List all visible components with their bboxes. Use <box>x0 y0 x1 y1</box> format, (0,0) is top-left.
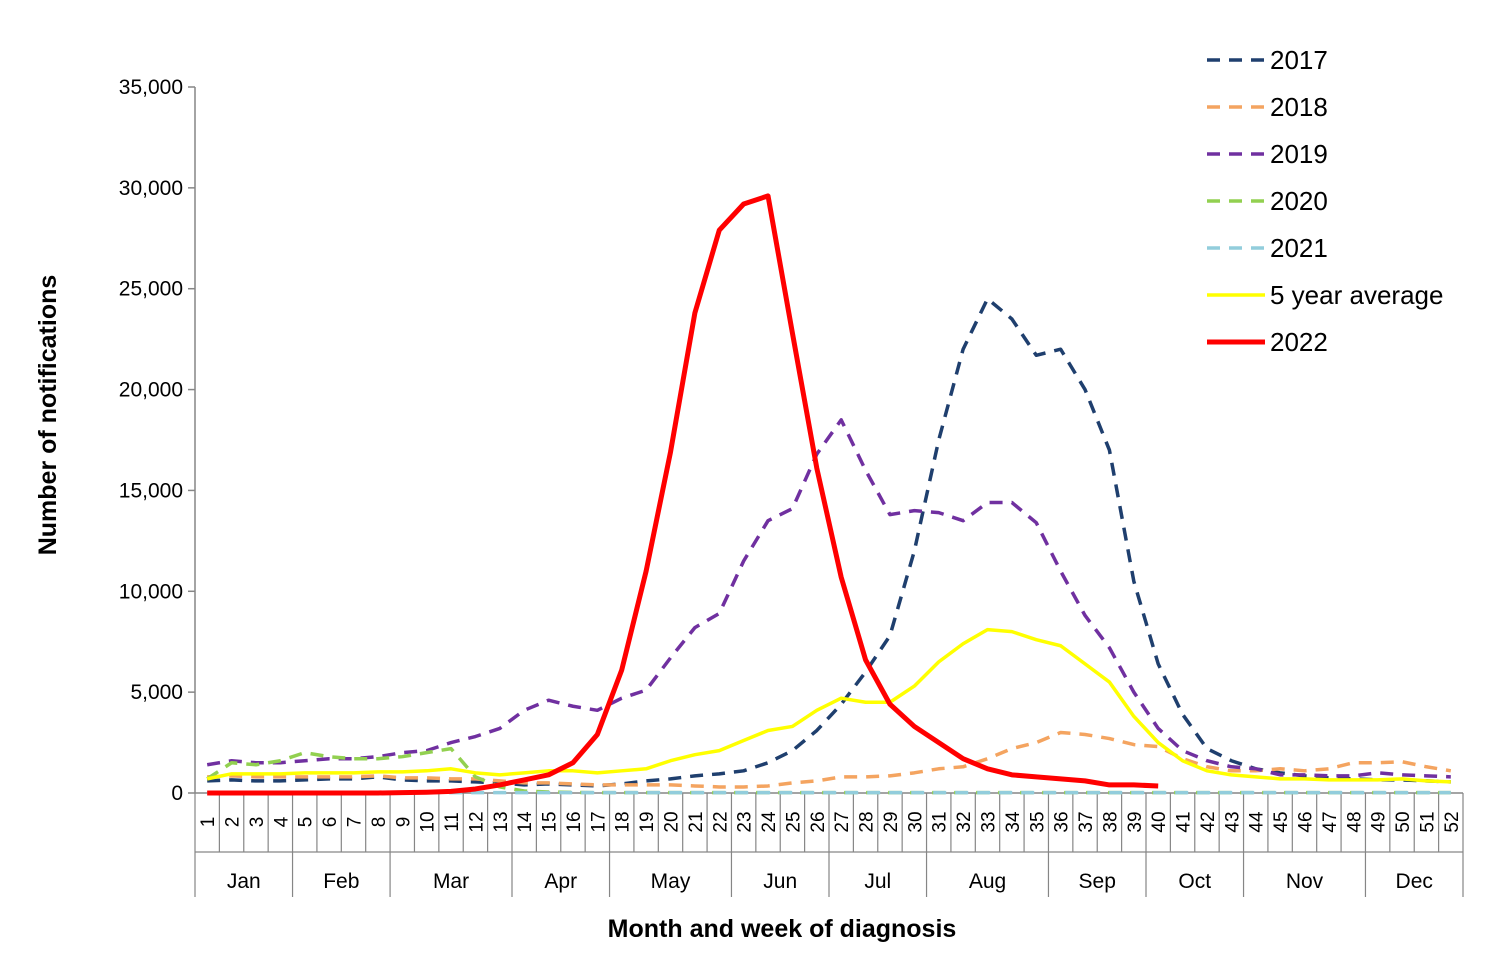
week-label: 42 <box>1198 811 1219 832</box>
y-tick-label: 35,000 <box>119 76 183 99</box>
series-line-2018 <box>207 730 1452 789</box>
week-label: 49 <box>1369 811 1390 832</box>
month-label: Dec <box>1396 870 1433 893</box>
week-label: 16 <box>564 811 585 832</box>
week-label: 7 <box>345 817 366 828</box>
week-label: 4 <box>271 816 292 827</box>
legend-label: 2017 <box>1270 45 1328 75</box>
series-line-5-year-average <box>206 627 1451 784</box>
month-label: Mar <box>433 870 469 893</box>
legend-label: 2019 <box>1270 139 1328 169</box>
month-label: Jul <box>864 870 891 893</box>
week-label: 19 <box>637 811 658 832</box>
week-label: 2 <box>223 817 244 828</box>
week-label: 21 <box>686 811 707 832</box>
y-tick-label: 15,000 <box>119 479 183 502</box>
week-label: 14 <box>515 811 536 833</box>
series-line-2017 <box>207 297 1451 788</box>
legend-label: 2022 <box>1270 327 1328 357</box>
week-label: 29 <box>881 811 902 832</box>
week-label: 8 <box>369 817 390 828</box>
week-label: 13 <box>491 811 512 832</box>
week-label: 44 <box>1247 811 1268 833</box>
series-layer <box>206 193 1452 796</box>
x-axis: 1 2 3 4 5 6 7 8 9 10 11 12 13 14 15 16 17 18 19 20 21 22 23 24 2… <box>194 792 1464 897</box>
week-label: 37 <box>1076 811 1097 832</box>
week-label: 45 <box>1271 811 1292 832</box>
week-label: 10 <box>418 811 439 832</box>
week-label: 18 <box>613 811 634 832</box>
week-label: 26 <box>808 811 829 832</box>
series-line-2022 <box>207 193 1159 796</box>
y-tick-label: 5,000 <box>130 681 183 704</box>
month-label: Apr <box>544 870 577 893</box>
week-label: 30 <box>905 811 926 832</box>
y-tick-label: 20,000 <box>119 379 183 402</box>
month-label: May <box>651 870 691 893</box>
week-label: 48 <box>1344 811 1365 832</box>
y-axis: 0 5,000 10,000 15,000 20,000 25,000 30,000 35,0… <box>119 76 196 805</box>
legend-label: 5 year average <box>1270 280 1443 310</box>
week-label: 34 <box>1003 811 1024 833</box>
x-axis-title: Month and week of diagnosis <box>608 915 957 943</box>
week-label: 25 <box>783 811 804 832</box>
week-label: 27 <box>832 811 853 832</box>
week-label: 15 <box>540 811 561 832</box>
month-label: Aug <box>969 870 1006 893</box>
week-label: 22 <box>710 811 731 832</box>
legend-label: 2020 <box>1270 186 1328 216</box>
week-label: 33 <box>979 811 1000 832</box>
week-label: 40 <box>1149 811 1170 832</box>
week-label: 43 <box>1222 811 1243 832</box>
y-tick-label: 25,000 <box>119 278 183 301</box>
week-label: 51 <box>1417 811 1438 832</box>
week-label: 6 <box>320 817 341 828</box>
y-tick-label: 10,000 <box>119 580 183 603</box>
week-label: 35 <box>1027 811 1048 832</box>
week-label: 20 <box>662 811 683 832</box>
week-label: 3 <box>247 817 268 828</box>
week-label: 36 <box>1052 811 1073 832</box>
week-label: 41 <box>1174 811 1195 832</box>
week-label: 9 <box>393 817 414 828</box>
y-tick-label: 30,000 <box>119 177 183 200</box>
month-label: Jan <box>227 870 261 893</box>
week-label: 46 <box>1296 811 1317 832</box>
week-label: 11 <box>442 812 463 832</box>
y-axis-title: Number of notifications <box>34 275 62 556</box>
week-label: 23 <box>735 811 756 832</box>
month-label: Nov <box>1286 870 1324 893</box>
legend-label: 2018 <box>1270 92 1328 122</box>
month-label: Jun <box>763 870 797 893</box>
month-label: Feb <box>323 870 359 893</box>
week-label: 38 <box>1100 811 1121 832</box>
week-label: 39 <box>1125 811 1146 832</box>
week-label: 50 <box>1393 811 1414 832</box>
week-label: 1 <box>198 817 219 828</box>
month-label: Oct <box>1178 870 1211 893</box>
week-label: 32 <box>954 811 975 832</box>
month-label: Sep <box>1079 870 1116 893</box>
week-label: 12 <box>466 811 487 832</box>
y-tick-label: 0 <box>171 782 183 805</box>
week-label: 31 <box>930 811 951 832</box>
week-label: 28 <box>857 811 878 832</box>
week-label: 5 <box>296 817 317 828</box>
week-label: 24 <box>759 811 780 833</box>
legend: 2017 2018 2019 2020 2021 5 year average 2022 <box>1207 45 1443 357</box>
week-label: 17 <box>588 811 609 832</box>
week-label: 52 <box>1442 811 1463 832</box>
series-line-2019 <box>206 418 1451 779</box>
legend-label: 2021 <box>1270 233 1328 263</box>
week-label: 47 <box>1320 811 1341 832</box>
